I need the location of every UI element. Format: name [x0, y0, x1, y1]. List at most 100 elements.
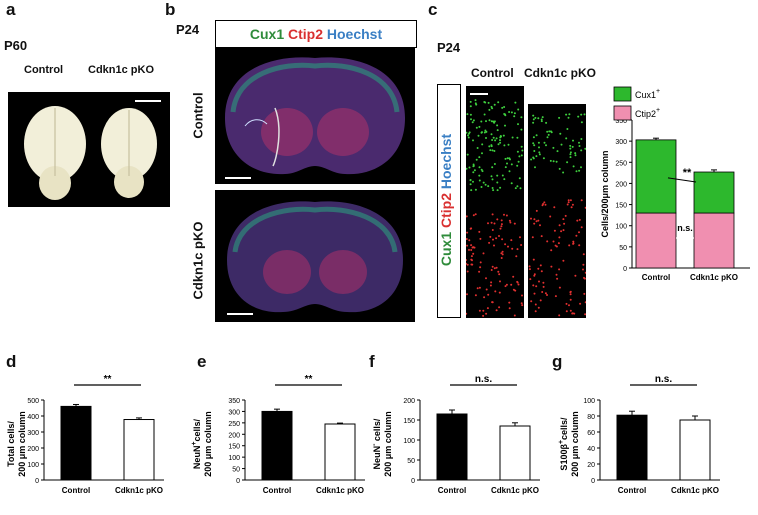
ctip2-cell [555, 245, 558, 248]
cux1-cell [467, 136, 470, 139]
cux1-cell [548, 130, 551, 133]
ctip2-cell [552, 240, 555, 243]
cux1-cell [532, 136, 535, 139]
ctip2-cell [580, 226, 583, 229]
cux1-cell [466, 113, 469, 116]
ctip2-cell [470, 249, 473, 251]
cux1-cell [497, 101, 500, 104]
brain-section-pko [215, 190, 415, 322]
bar-control [436, 413, 468, 481]
cux1-cell [472, 180, 474, 183]
cux1-cell [545, 121, 548, 124]
ctip2-cell [510, 239, 513, 242]
cux1-cell [469, 100, 472, 103]
ctip2-cell [507, 245, 509, 248]
cux1-cell [530, 158, 533, 161]
ctip2-cell [468, 248, 470, 251]
cux1-cell [552, 146, 555, 149]
cux1-cell [552, 160, 555, 163]
ctip2-cell [503, 213, 505, 216]
bar-cux1 [635, 139, 677, 214]
ctip2-cell [470, 244, 473, 247]
ctip2-cell [565, 310, 568, 313]
cux1-cell [487, 185, 490, 188]
ctip2-cell [482, 309, 485, 312]
ctip2-cell [479, 261, 482, 264]
cux1-cell [583, 113, 586, 116]
ctip2-cell [569, 291, 572, 294]
panel-c-side-legend-box [437, 84, 461, 318]
ctip2-cell [492, 238, 494, 241]
cux1-cell [472, 171, 475, 174]
ctip2-cell [573, 312, 576, 315]
ctip2-cell [479, 266, 482, 269]
ctip2-cell [558, 314, 561, 317]
ctip2-cell [542, 203, 545, 205]
cux1-cell [540, 118, 543, 121]
cux1-cell [556, 150, 559, 153]
ctip2-cell [537, 306, 540, 309]
cux1-cell [566, 128, 569, 130]
cux1-cell [517, 108, 520, 111]
cux1-cell [471, 121, 474, 124]
ctip2-cell [533, 222, 536, 225]
y-tick-label: 150 [615, 203, 627, 210]
cux1-cell [485, 130, 488, 133]
cux1-cell [535, 155, 538, 158]
side-legend-ctip2: Ctip2 [438, 193, 454, 228]
y-tick-label: 0 [236, 478, 240, 485]
panel-b-legend-box: Cux1 Ctip2 Hoechst [215, 20, 417, 48]
ctip2-cell [485, 312, 488, 315]
cux1-cell [496, 124, 499, 127]
ctip2-cell [499, 280, 501, 283]
cux1-cell [546, 130, 549, 133]
ctip2-cell [580, 199, 583, 202]
panel-b-age: P24 [176, 22, 200, 37]
ctip2-cell [482, 252, 485, 255]
ctip2-cell [567, 201, 570, 204]
cux1-cell [493, 150, 496, 152]
column-background [466, 86, 524, 318]
ctip2-cell [584, 206, 586, 209]
y-tick-label: 200 [615, 181, 627, 188]
ctip2-cell [474, 294, 477, 297]
cux1-cell [490, 133, 493, 136]
cux1-cell [496, 174, 499, 177]
y-axis-label: NeuN+cells/200 μm column [191, 411, 213, 477]
ctip2-cell [500, 252, 503, 255]
ctip2-cell [517, 283, 520, 286]
x-tick-label: Cdkn1c pKO [491, 486, 539, 495]
ctip2-cell [466, 263, 469, 266]
ctip2-cell [491, 213, 494, 216]
significance-line [667, 177, 697, 183]
ctip2-cell [493, 267, 496, 270]
panel-a-label-pko: Cdkn1c pKO [88, 64, 155, 76]
ctip2-cell [501, 253, 504, 256]
cux1-cell [468, 166, 471, 169]
ctip2-cell [521, 304, 524, 307]
x-tick-label: Control [618, 486, 646, 495]
panel-a-letter: a [6, 0, 16, 19]
panel-c-col-label-pko: Cdkn1c pKO [524, 66, 597, 80]
cux1-cell [580, 138, 583, 140]
cux1-cell [472, 139, 474, 142]
ctip2-cell [491, 265, 494, 268]
cux1-cell [502, 134, 505, 137]
cux1-cell [517, 160, 520, 163]
cux1-cell [475, 158, 478, 161]
cux1-cell [518, 177, 521, 180]
ctip2-cell [513, 222, 516, 225]
cux1-cell [478, 179, 481, 182]
ctip2-cell [542, 281, 545, 284]
y-axis-label: Cells/200μm column [600, 150, 610, 237]
cux1-cell [569, 151, 572, 154]
cux1-cell [519, 187, 522, 190]
cux1-cell [566, 161, 569, 164]
cux1-cell [542, 157, 545, 160]
cux1-cell [533, 150, 536, 152]
cux1-cell [507, 143, 510, 146]
cux1-cell [482, 181, 485, 184]
ctip2-cell [535, 285, 538, 288]
cux1-cell [532, 121, 535, 124]
